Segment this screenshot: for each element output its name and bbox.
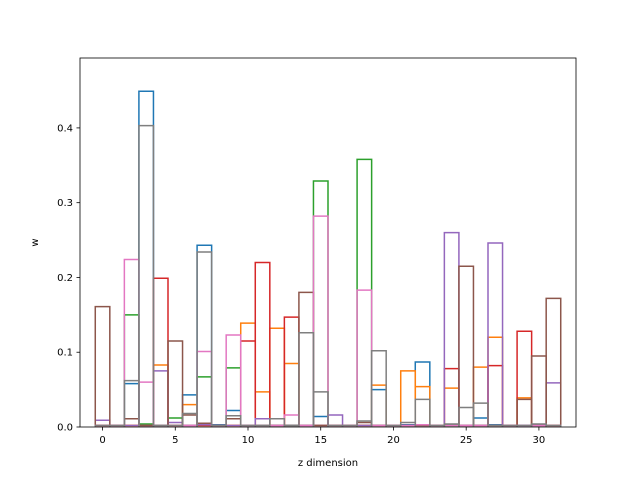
bar-series-7-x-12 xyxy=(269,418,286,427)
x-tick-label: 0 xyxy=(99,435,105,446)
x-tick-label: 20 xyxy=(387,435,400,446)
bar-series-7-x-19 xyxy=(370,349,387,427)
bar-series-7-x-26 xyxy=(472,402,489,427)
x-axis-label: z dimension xyxy=(298,458,358,469)
bar-series-7-x-31 xyxy=(545,424,562,427)
bar-series-7-x-15 xyxy=(312,391,329,427)
y-tick-label: 0.4 xyxy=(57,123,73,134)
bar-series-6-x-15 xyxy=(312,215,329,427)
y-tick-label: 0.2 xyxy=(57,273,73,284)
plot-frame xyxy=(79,57,577,428)
y-axis-label: w xyxy=(30,238,41,246)
bar-series-7-x-3 xyxy=(138,124,155,427)
y-axis-ticks: 0.0 0.1 0.2 0.3 0.4 xyxy=(57,123,80,434)
bar-series-5-x-0 xyxy=(94,305,111,427)
y-tick-label: 0.0 xyxy=(57,423,73,434)
bar-series-5-x-31 xyxy=(545,297,562,427)
x-tick-label: 25 xyxy=(460,435,473,446)
y-tick-label: 0.3 xyxy=(57,198,73,209)
bar-series-5-x-25 xyxy=(458,265,475,427)
bar-series-4-x-27 xyxy=(487,242,504,427)
y-tick-label: 0.1 xyxy=(57,348,73,359)
x-axis-ticks: 0 5 10 15 20 25 30 xyxy=(99,427,545,446)
x-tick-label: 10 xyxy=(242,435,255,446)
bar-series-7-x-14 xyxy=(298,332,315,427)
x-tick-label: 30 xyxy=(533,435,546,446)
histogram-bars xyxy=(94,90,562,427)
bar-series-3-x-11 xyxy=(254,261,271,427)
bar-series-6-x-9 xyxy=(225,334,242,427)
bar-series-7-x-22 xyxy=(414,398,431,427)
bar-series-7-x-7 xyxy=(196,251,213,427)
x-tick-label: 5 xyxy=(172,435,178,446)
bar-series-5-x-5 xyxy=(167,340,184,427)
bar-series-7-x-9 xyxy=(225,415,242,427)
x-tick-label: 15 xyxy=(314,435,327,446)
